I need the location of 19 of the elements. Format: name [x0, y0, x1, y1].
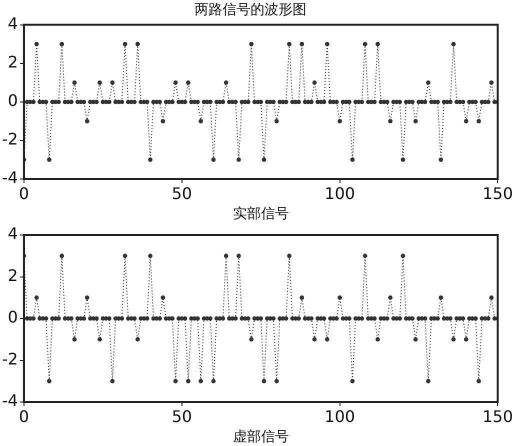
- x-tick-label: 50: [172, 184, 192, 203]
- y-tick-label: 0: [8, 91, 18, 110]
- y-tick-label: 0: [8, 308, 18, 327]
- y-tick-label: -4: [2, 391, 18, 410]
- x-tick-label: 100: [324, 184, 356, 203]
- x-tick-label: 100: [324, 406, 356, 426]
- x-axis-title: 虚部信号: [232, 429, 289, 446]
- chart-title: 两路信号的波形图: [194, 2, 306, 18]
- x-axis-title: 实部信号: [232, 206, 289, 222]
- y-tick-label: -2: [2, 130, 18, 149]
- y-tick-label: 4: [8, 14, 18, 33]
- y-tick-label: -4: [2, 168, 18, 188]
- y-tick-label: -2: [2, 349, 18, 368]
- x-tick-label: 150: [482, 184, 514, 203]
- y-tick-label: 4: [8, 224, 18, 244]
- x-tick-label: 50: [172, 406, 192, 426]
- y-tick-label: 2: [8, 52, 18, 72]
- x-tick-label: 150: [482, 406, 514, 426]
- y-tick-label: 2: [8, 266, 18, 285]
